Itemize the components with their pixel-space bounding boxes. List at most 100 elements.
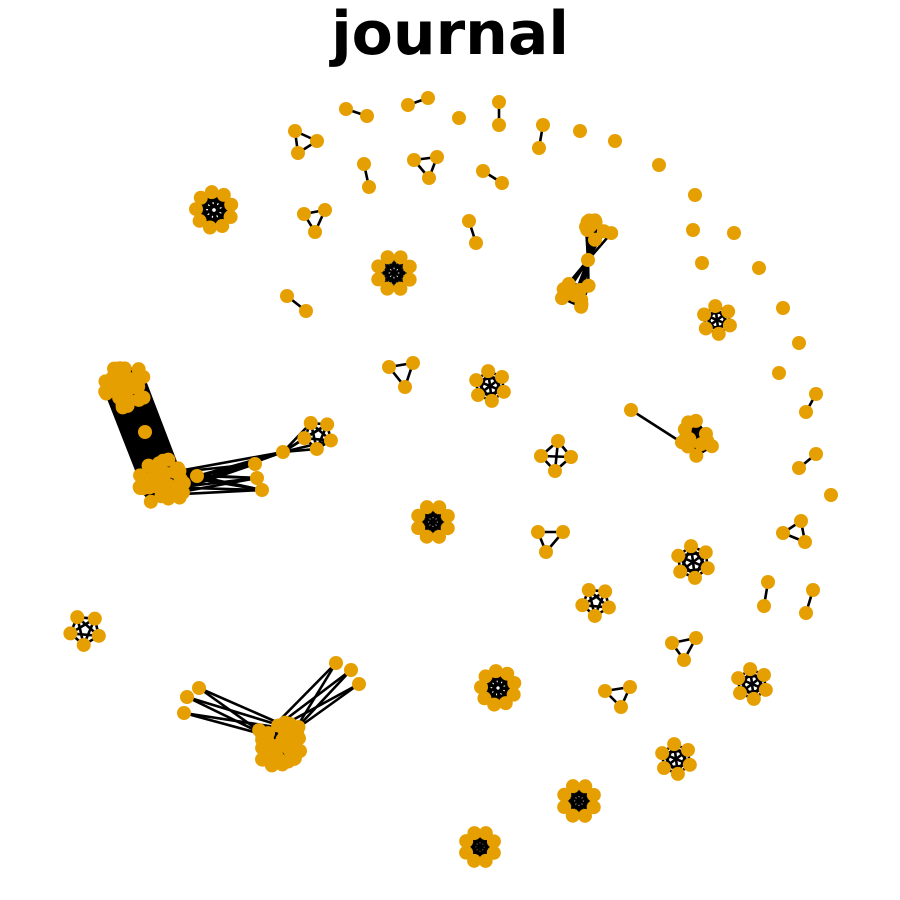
node	[681, 415, 696, 430]
node	[255, 483, 269, 497]
node	[63, 626, 78, 641]
node	[154, 478, 169, 493]
node	[462, 214, 476, 228]
node	[421, 91, 435, 105]
node	[430, 150, 444, 164]
node	[481, 364, 496, 379]
node	[171, 461, 186, 476]
node	[223, 210, 238, 225]
node	[393, 250, 408, 265]
node	[411, 521, 426, 536]
node	[440, 508, 455, 523]
node	[310, 134, 324, 148]
node	[484, 393, 499, 408]
node	[695, 256, 709, 270]
node	[652, 158, 666, 172]
node	[657, 761, 672, 776]
node	[132, 479, 147, 494]
node	[573, 124, 587, 138]
node	[601, 600, 616, 615]
node	[799, 606, 813, 620]
node	[422, 171, 436, 185]
node	[792, 336, 806, 350]
node	[339, 102, 353, 116]
node	[352, 677, 366, 691]
node	[655, 746, 670, 761]
node	[689, 448, 704, 463]
node	[323, 433, 338, 448]
node	[371, 272, 386, 287]
node	[698, 426, 713, 441]
node	[169, 479, 184, 494]
node	[291, 146, 305, 160]
node	[380, 250, 395, 265]
node	[809, 387, 823, 401]
node	[91, 628, 106, 643]
node	[756, 667, 771, 682]
node	[309, 441, 324, 456]
node	[731, 671, 746, 686]
node	[557, 800, 572, 815]
node	[531, 525, 545, 539]
node	[772, 366, 786, 380]
node	[476, 164, 490, 178]
node	[598, 684, 612, 698]
node	[686, 223, 700, 237]
node	[402, 272, 417, 287]
node	[318, 203, 332, 217]
node	[432, 529, 447, 544]
node	[161, 491, 176, 506]
node	[697, 307, 712, 322]
node	[708, 299, 723, 314]
node	[202, 220, 217, 235]
node	[452, 111, 466, 125]
node	[138, 425, 152, 439]
node	[557, 787, 572, 802]
node	[564, 450, 578, 464]
node	[573, 282, 588, 297]
node	[308, 225, 322, 239]
node	[776, 526, 790, 540]
node	[677, 653, 691, 667]
node	[320, 417, 335, 432]
node	[578, 808, 593, 823]
node	[556, 525, 570, 539]
node	[809, 447, 823, 461]
node	[586, 800, 601, 815]
node	[587, 232, 602, 247]
node	[492, 95, 506, 109]
node	[539, 545, 553, 559]
node	[794, 514, 808, 528]
node	[360, 109, 374, 123]
node	[721, 304, 736, 319]
node	[565, 808, 580, 823]
node	[189, 202, 204, 217]
node	[698, 321, 713, 336]
node	[671, 548, 686, 563]
node	[665, 636, 679, 650]
node	[757, 599, 771, 613]
node	[743, 662, 758, 677]
node	[156, 453, 171, 468]
node	[362, 180, 376, 194]
node	[371, 259, 386, 274]
node	[711, 326, 726, 341]
node	[151, 466, 166, 481]
node	[798, 535, 812, 549]
node	[288, 124, 302, 138]
node	[122, 372, 137, 387]
node	[329, 656, 343, 670]
node	[411, 508, 426, 523]
node	[143, 494, 158, 509]
node	[393, 281, 408, 296]
node	[578, 779, 593, 794]
node	[684, 539, 699, 554]
node	[180, 690, 194, 704]
node	[674, 435, 689, 450]
node	[276, 445, 290, 459]
edge	[294, 682, 360, 732]
node	[112, 379, 127, 394]
node	[689, 631, 703, 645]
